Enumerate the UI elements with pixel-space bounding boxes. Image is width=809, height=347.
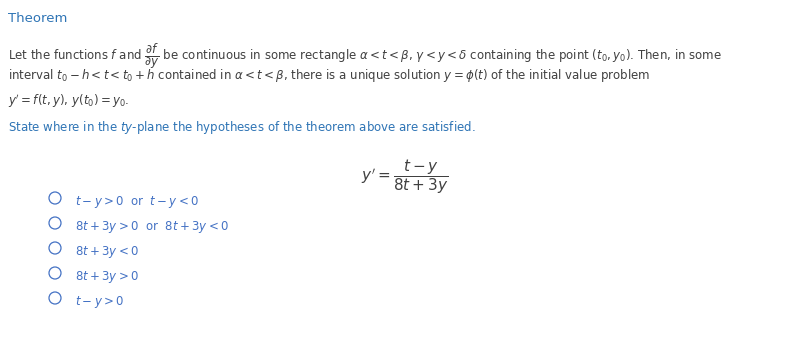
Text: Theorem: Theorem bbox=[8, 12, 67, 25]
Text: $t - y > 0$: $t - y > 0$ bbox=[75, 294, 124, 310]
Text: $t - y > 0$  or  $t - y < 0$: $t - y > 0$ or $t - y < 0$ bbox=[75, 194, 199, 210]
Text: State where in the $ty$-plane the hypotheses of the theorem above are satisfied.: State where in the $ty$-plane the hypoth… bbox=[8, 119, 476, 136]
Text: interval $t_0 - h < t < t_0 + h$ contained in $\alpha < t < \beta$, there is a u: interval $t_0 - h < t < t_0 + h$ contain… bbox=[8, 67, 650, 84]
Text: $8t + 3y < 0$: $8t + 3y < 0$ bbox=[75, 244, 139, 260]
Text: $y' = \dfrac{t - y}{8t + 3y}$: $y' = \dfrac{t - y}{8t + 3y}$ bbox=[361, 157, 448, 196]
Text: Let the functions $f$ and $\dfrac{\partial f}{\partial y}$ be continuous in some: Let the functions $f$ and $\dfrac{\parti… bbox=[8, 42, 722, 71]
Text: $8t + 3y > 0$  or  $8t + 3y < 0$: $8t + 3y > 0$ or $8t + 3y < 0$ bbox=[75, 219, 229, 235]
Text: $y' = f(t, y),\, y(t_0) = y_0.$: $y' = f(t, y),\, y(t_0) = y_0.$ bbox=[8, 92, 129, 110]
Text: $8t + 3y > 0$: $8t + 3y > 0$ bbox=[75, 269, 139, 285]
